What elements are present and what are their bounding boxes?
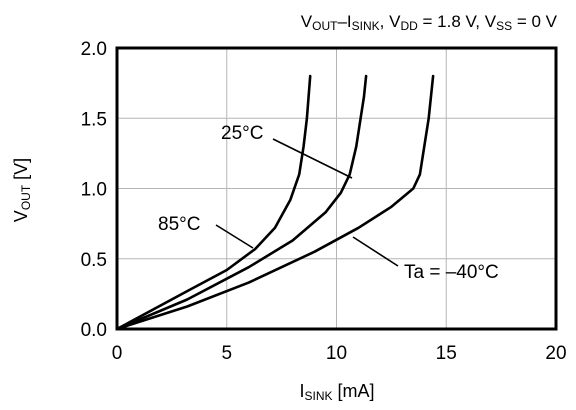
title-vdd-val: = 1.8 V, V	[418, 12, 497, 31]
series-line-2	[115, 74, 435, 331]
ylabel-sub: OUT	[19, 184, 33, 210]
title-vss-val: = 0 V	[512, 12, 558, 31]
y-tick-label-1: 0.5	[81, 250, 107, 271]
y-tick-label-2: 1.0	[81, 180, 107, 201]
ylabel-main: V	[11, 210, 31, 222]
x-axis-label: ISINK [mA]	[299, 381, 374, 403]
y-axis-label: VOUT [V]	[11, 158, 33, 222]
title-sink-sub: SINK	[352, 19, 380, 33]
leader-85c	[215, 224, 254, 249]
series-line-0	[115, 74, 312, 331]
y-tick-label-0: 0.0	[81, 320, 107, 341]
xlabel-unit: [mA]	[333, 381, 375, 401]
ylabel-unit: [V]	[11, 158, 31, 185]
title-vout-sub: OUT	[312, 19, 338, 33]
plot-frame	[115, 46, 558, 331]
x-tick-label-1: 5	[221, 343, 232, 364]
series-curves	[115, 74, 435, 331]
annotation-25c: 25°C	[221, 123, 263, 144]
x-tick-label-2: 10	[326, 343, 347, 364]
x-tick-label-4: 20	[545, 343, 566, 364]
grid-lines	[117, 48, 556, 329]
annotation-85c: 85°C	[158, 214, 200, 235]
series-line-1	[115, 74, 368, 331]
x-tick-labels: 0 5 10 15 20	[112, 343, 567, 364]
x-tick-label-0: 0	[112, 343, 123, 364]
leader-minus40c	[352, 236, 399, 267]
y-tick-label-3: 1.5	[81, 109, 107, 130]
title-sep: –I	[337, 12, 351, 31]
x-tick-label-3: 15	[436, 343, 457, 364]
title-vss-sub: SS	[496, 19, 512, 33]
chart-title: VOUT–ISINK, VDD = 1.8 V, VSS = 0 V	[301, 12, 558, 33]
annotation-minus40c: Ta = –40°C	[404, 262, 499, 283]
title-vdd-sub: DD	[400, 19, 418, 33]
title-vdd-pre: , V	[380, 12, 401, 31]
title-vout: V	[301, 12, 313, 31]
xlabel-main: I	[299, 381, 304, 401]
xlabel-sub: SINK	[304, 389, 332, 403]
leader-25c	[272, 138, 353, 179]
y-tick-label-4: 2.0	[81, 39, 107, 60]
y-tick-labels: 0.0 0.5 1.0 1.5 2.0	[81, 39, 107, 341]
